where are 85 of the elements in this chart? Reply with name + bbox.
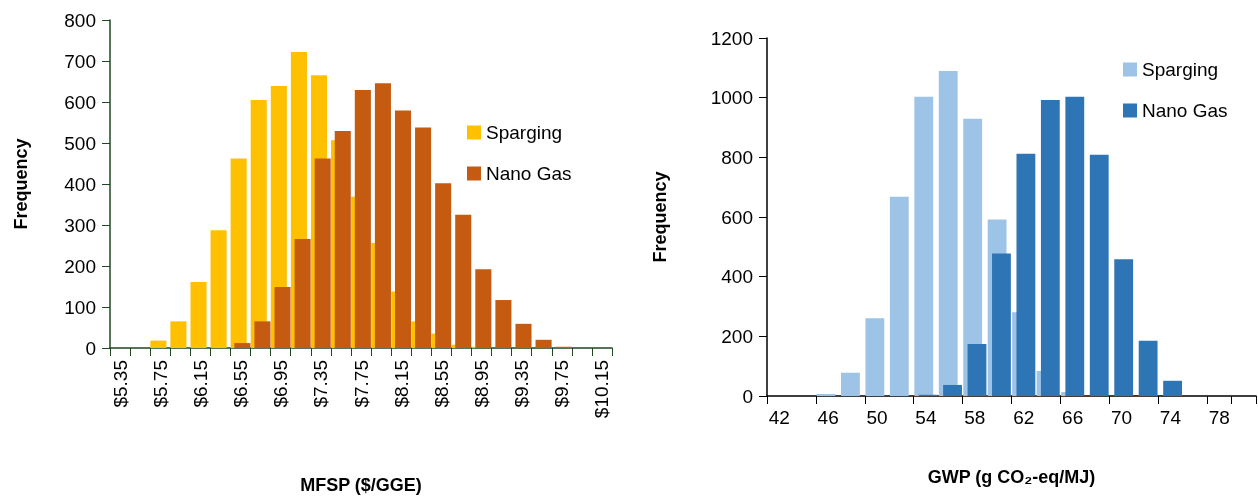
legend-label: Sparging [1142, 59, 1219, 80]
x-tick-label: $9.35 [511, 360, 533, 408]
x-tick-label: 58 [964, 407, 986, 428]
x-tick-label: $7.75 [350, 360, 372, 408]
bar [1089, 154, 1109, 396]
x-tick-label: $5.35 [109, 360, 131, 408]
bar [889, 196, 909, 396]
y-tick-label: 400 [64, 173, 96, 195]
y-tick-label: 500 [64, 132, 96, 154]
x-axis-title: MFSP ($/GGE) [300, 475, 422, 495]
x-tick-label: $6.55 [230, 360, 252, 408]
bar [992, 253, 1011, 396]
x-tick-label: 42 [768, 407, 790, 428]
x-tick-label: $7.35 [310, 360, 332, 408]
legend-label: Sparging [486, 122, 563, 143]
bar [943, 384, 962, 396]
y-axis-title: Frequency [650, 171, 670, 263]
bar [230, 158, 247, 348]
x-tick-label: 66 [1062, 407, 1084, 428]
bar [274, 286, 291, 348]
bar [374, 83, 391, 348]
y-tick-label: 0 [85, 337, 96, 359]
bar [515, 323, 532, 348]
y-tick-label: 600 [64, 91, 96, 113]
bar [1163, 380, 1182, 396]
y-tick-label: 100 [64, 296, 96, 318]
y-tick-label: 200 [721, 325, 753, 347]
y-axis-title: Frequency [11, 138, 31, 230]
x-tick-label: 70 [1110, 407, 1133, 428]
bar [841, 372, 860, 396]
bar [495, 300, 512, 348]
x-axis-title: GWP (g CO₂-eq/MJ) [927, 467, 1096, 487]
y-tick-label: 300 [64, 214, 96, 236]
bar [415, 127, 432, 348]
x-tick-label: 50 [866, 407, 888, 428]
bar [1016, 153, 1036, 396]
bar [967, 344, 987, 396]
bar [150, 340, 167, 348]
bar [816, 393, 836, 396]
bar [914, 96, 934, 396]
y-tick-label: 600 [721, 206, 753, 228]
bar [190, 281, 207, 348]
bar [865, 318, 885, 396]
bar [535, 339, 552, 348]
y-tick-label: 800 [64, 9, 96, 31]
bar [1114, 259, 1134, 396]
bar [1138, 340, 1158, 396]
x-tick-label: 62 [1013, 407, 1035, 428]
x-tick-label: $6.15 [189, 360, 211, 408]
bar [314, 158, 331, 348]
y-tick-label: 1000 [710, 87, 753, 109]
y-tick-label: 200 [64, 255, 96, 277]
x-tick-label: 54 [915, 407, 937, 428]
legend-label: Nano Gas [486, 163, 572, 184]
bar [475, 269, 492, 348]
y-tick-label: 0 [742, 385, 753, 407]
y-tick-label: 700 [64, 50, 96, 72]
y-tick-label: 1200 [710, 27, 753, 49]
bar [210, 230, 227, 348]
bar [294, 238, 311, 348]
x-tick-label: 78 [1208, 407, 1230, 428]
y-tick-label: 800 [721, 146, 753, 168]
bar [394, 110, 412, 348]
bar [250, 99, 267, 348]
x-tick-label: $8.15 [390, 360, 412, 408]
bar [1040, 100, 1060, 396]
x-tick-label: $5.75 [149, 360, 171, 408]
bar [354, 90, 371, 348]
x-tick-label: $10.15 [591, 360, 613, 419]
bar [334, 131, 351, 348]
bar [234, 343, 251, 348]
bar [938, 71, 958, 396]
bar [170, 321, 187, 348]
x-tick-label: $8.55 [430, 360, 452, 408]
bar [254, 321, 271, 348]
y-tick-label: 400 [721, 266, 753, 288]
bar [1065, 96, 1085, 396]
bar [435, 183, 452, 348]
bar [455, 214, 472, 348]
x-tick-label: 46 [817, 407, 839, 428]
x-tick-label: $8.95 [470, 360, 492, 408]
legend-label: Nano Gas [1142, 100, 1228, 121]
x-tick-label: $9.75 [551, 360, 573, 408]
x-tick-label: 74 [1159, 407, 1182, 428]
x-tick-label: $6.95 [270, 360, 292, 408]
